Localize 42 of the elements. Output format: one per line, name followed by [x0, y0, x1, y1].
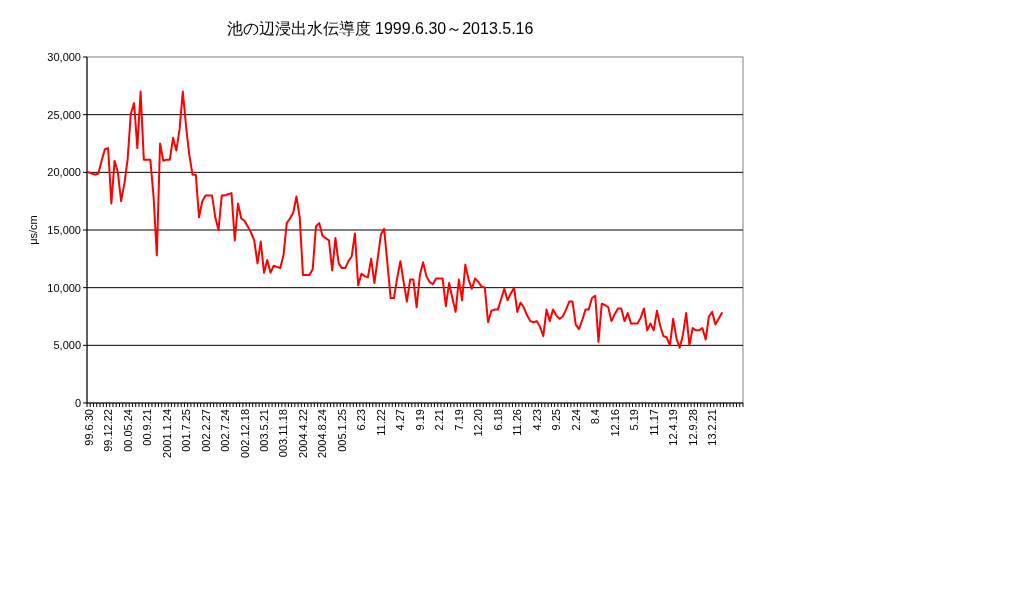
- xtick-label: 2001.1.24: [160, 409, 173, 458]
- xtick-label: 4.27: [394, 409, 407, 431]
- ytick-label: 0: [74, 397, 81, 409]
- xtick-label: 99.6.30: [82, 409, 95, 446]
- xtick-label: 002.2.27: [199, 409, 212, 452]
- xtick-label: 99.12.22: [102, 409, 115, 452]
- xtick-label: 7.19: [452, 409, 465, 431]
- xtick-label: 11.17: [647, 409, 660, 436]
- xtick-label: 00.05.24: [121, 409, 134, 452]
- xtick-label: 8.4: [589, 409, 602, 425]
- xtick-label: 5.19: [628, 409, 641, 431]
- xtick-label: 002.7.24: [219, 409, 231, 452]
- xtick-label: 2004.4.22: [296, 409, 309, 458]
- xtick-label: 001.7.25: [180, 409, 193, 452]
- xtick-label: 6.18: [491, 409, 504, 431]
- xtick-label: 4.23: [530, 409, 543, 431]
- xtick-label: 11.22: [374, 409, 387, 436]
- xtick-label: 12.20: [472, 409, 485, 437]
- ytick-label: 30,000: [47, 51, 81, 63]
- xtick-label: 2.24: [569, 409, 582, 431]
- xtick-label: 003.5.21: [258, 409, 270, 452]
- title: 池の辺浸出水伝導度 1999.6.30～2013.5.16: [226, 20, 534, 37]
- xtick-label: 9.19: [413, 409, 426, 431]
- ylabel: μs/cm: [27, 215, 39, 245]
- xtick-label: 002.12.18: [238, 409, 251, 458]
- xtick-label: 005.1.25: [335, 409, 348, 452]
- xtick-label: 003.11.18: [277, 409, 290, 458]
- ytick-label: 15,000: [47, 224, 81, 236]
- xtick-label: 13.2.21: [706, 409, 719, 446]
- ytick-label: 20,000: [47, 166, 81, 179]
- xtick-label: 2.21: [433, 409, 446, 431]
- xtick-label: 00.9.21: [141, 409, 154, 446]
- ytick-label: 25,000: [47, 108, 81, 121]
- ytick-label: 10,000: [47, 281, 81, 294]
- xtick-label: 12.16: [608, 409, 621, 437]
- xtick-label: 11.26: [511, 409, 524, 436]
- xtick-label: 2004.8.24: [316, 409, 329, 458]
- xtick-label: 12.4.19: [667, 409, 680, 446]
- ytick-label: 5,000: [53, 339, 81, 352]
- xtick-label: 6.23: [355, 409, 368, 431]
- xtick-label: 9.25: [550, 409, 563, 431]
- xtick-label: 12.9.28: [686, 409, 699, 446]
